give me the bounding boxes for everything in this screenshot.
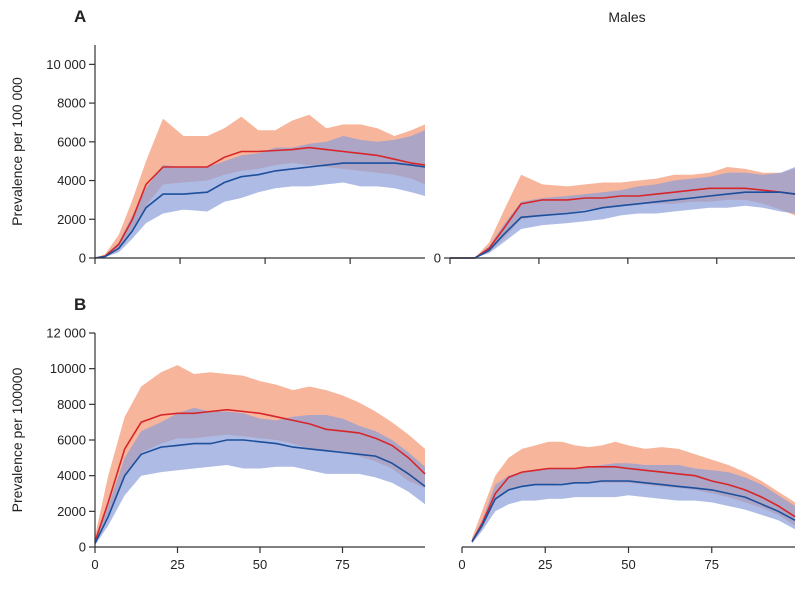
x-tick-label: 25 [170,557,184,572]
chart-panel-b-right: 0 25 50 75 [458,441,796,572]
y-tick-label: 2000 [57,504,86,519]
y-tick-label: 10000 [50,361,86,376]
series-line-red [450,187,796,259]
series-line-red [471,465,796,542]
chart-panel-b-left: 0 25 50 75 0 2000 4000 6000 8000 10000 12 000 Preva… [9,295,426,572]
series-line-red [94,408,426,542]
chart-panel-a-right: 0 [434,167,796,266]
chart-panel-a-left: 0 2000 4000 6000 8000 10 000 Prevalence per 10… [9,7,426,266]
uncertainty-band-blue [472,463,795,544]
y-axis-label: Prevalence per 100 000 [9,77,25,226]
panel-label: A [74,7,86,26]
y-tick-label: 0 [79,251,86,266]
series-line-blue [94,162,426,259]
panel-label: B [74,295,86,314]
x-tick-label: 50 [253,557,267,572]
y-axis-label: Prevalence per 100000 [9,367,25,512]
y-tick-label: 2000 [57,212,86,227]
x-tick-label: 50 [621,557,635,572]
x-tick-label: 0 [458,557,465,572]
x-tick-label: 75 [335,557,349,572]
series-line-blue [450,191,796,259]
x-tick-label: 25 [538,557,552,572]
y-tick-label: 8000 [57,96,86,111]
y-tick-label: 6000 [57,134,86,149]
y-tick-label: 12 000 [46,326,86,341]
x-tick-label: 0 [91,557,98,572]
uncertainty-band-red [472,441,795,544]
column-title-males: Males [608,9,645,25]
series-line-red [94,146,426,259]
y-tick-label: 0 [434,251,441,266]
y-tick-label: 0 [79,540,86,555]
y-tick-label: 6000 [57,433,86,448]
y-tick-label: 4000 [57,173,86,188]
y-tick-label: 10 000 [46,57,86,72]
series-line-blue [471,480,796,543]
uncertainty-band-blue [450,167,795,258]
y-tick-label: 8000 [57,397,86,412]
x-tick-label: 75 [705,557,719,572]
uncertainty-band-blue [95,130,425,258]
uncertainty-band-red [95,365,425,544]
y-tick-label: 4000 [57,468,86,483]
series-line-blue [94,439,426,544]
uncertainty-band-blue [95,407,425,546]
